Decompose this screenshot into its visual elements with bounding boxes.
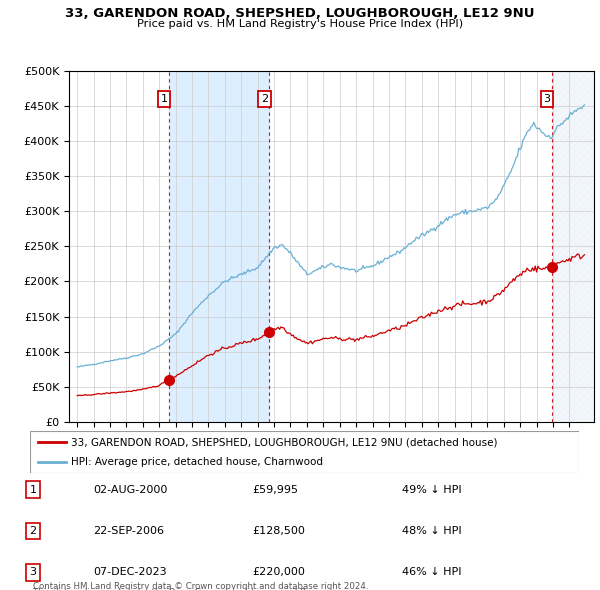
Text: Contains HM Land Registry data © Crown copyright and database right 2024.: Contains HM Land Registry data © Crown c… xyxy=(33,582,368,590)
Text: 2: 2 xyxy=(29,526,37,536)
Text: 3: 3 xyxy=(29,568,37,577)
Text: 2: 2 xyxy=(261,94,268,104)
Text: HPI: Average price, detached house, Charnwood: HPI: Average price, detached house, Char… xyxy=(71,457,323,467)
Text: 48% ↓ HPI: 48% ↓ HPI xyxy=(402,526,461,536)
Text: 3: 3 xyxy=(544,94,550,104)
Text: 22-SEP-2006: 22-SEP-2006 xyxy=(93,526,164,536)
Text: 1: 1 xyxy=(160,94,167,104)
Text: 33, GARENDON ROAD, SHEPSHED, LOUGHBOROUGH, LE12 9NU: 33, GARENDON ROAD, SHEPSHED, LOUGHBOROUG… xyxy=(65,7,535,20)
Text: £128,500: £128,500 xyxy=(252,526,305,536)
Bar xyxy=(169,71,269,422)
Text: 1: 1 xyxy=(29,485,37,494)
Text: This data is licensed under the Open Government Licence v3.0.: This data is licensed under the Open Gov… xyxy=(33,588,308,590)
Text: 33, GARENDON ROAD, SHEPSHED, LOUGHBOROUGH, LE12 9NU (detached house): 33, GARENDON ROAD, SHEPSHED, LOUGHBOROUG… xyxy=(71,437,497,447)
Bar xyxy=(552,71,594,422)
Text: £59,995: £59,995 xyxy=(252,485,298,494)
Text: 46% ↓ HPI: 46% ↓ HPI xyxy=(402,568,461,577)
Text: 49% ↓ HPI: 49% ↓ HPI xyxy=(402,485,461,494)
Text: Price paid vs. HM Land Registry's House Price Index (HPI): Price paid vs. HM Land Registry's House … xyxy=(137,19,463,29)
Text: £220,000: £220,000 xyxy=(252,568,305,577)
Text: 02-AUG-2000: 02-AUG-2000 xyxy=(93,485,167,494)
Text: 07-DEC-2023: 07-DEC-2023 xyxy=(93,568,167,577)
